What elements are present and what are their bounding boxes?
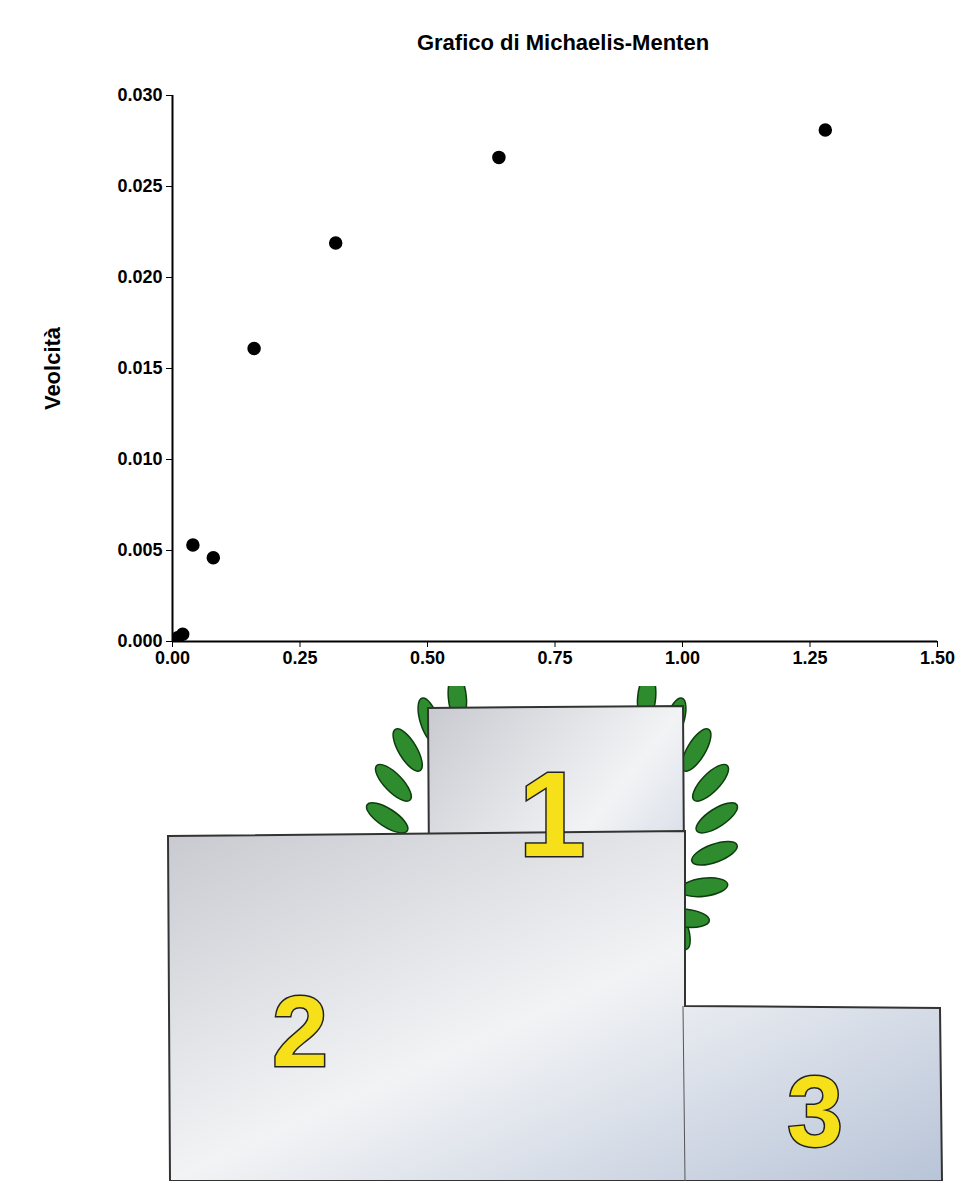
svg-text:0.00: 0.00: [155, 648, 190, 668]
svg-text:0.50: 0.50: [410, 648, 445, 668]
svg-text:0.025: 0.025: [117, 176, 162, 196]
svg-text:1.00: 1.00: [665, 648, 700, 668]
html-text:Grafico di Michaelis-Menten: Grafico di Michaelis-Menten: [416, 30, 710, 55]
svg-text:1.50: 1.50: [920, 648, 955, 668]
svg-text:0.015: 0.015: [117, 358, 162, 378]
svg-text:0.005: 0.005: [117, 540, 162, 560]
svg-text:1.25: 1.25: [792, 648, 827, 668]
svg-text:3: 3: [787, 1055, 843, 1167]
svg-text:0.000: 0.000: [117, 631, 162, 651]
svg-text:0.75: 0.75: [537, 648, 572, 668]
svg-text:0.030: 0.030: [117, 85, 162, 105]
svg-text:2: 2: [272, 975, 328, 1087]
svg-text:0.020: 0.020: [117, 267, 162, 287]
svg-text:0.25: 0.25: [282, 648, 317, 668]
svg-text:1: 1: [519, 747, 586, 881]
svg-text:Veolcità: Veolcità: [40, 326, 65, 410]
svg-text:0.010: 0.010: [117, 449, 162, 469]
